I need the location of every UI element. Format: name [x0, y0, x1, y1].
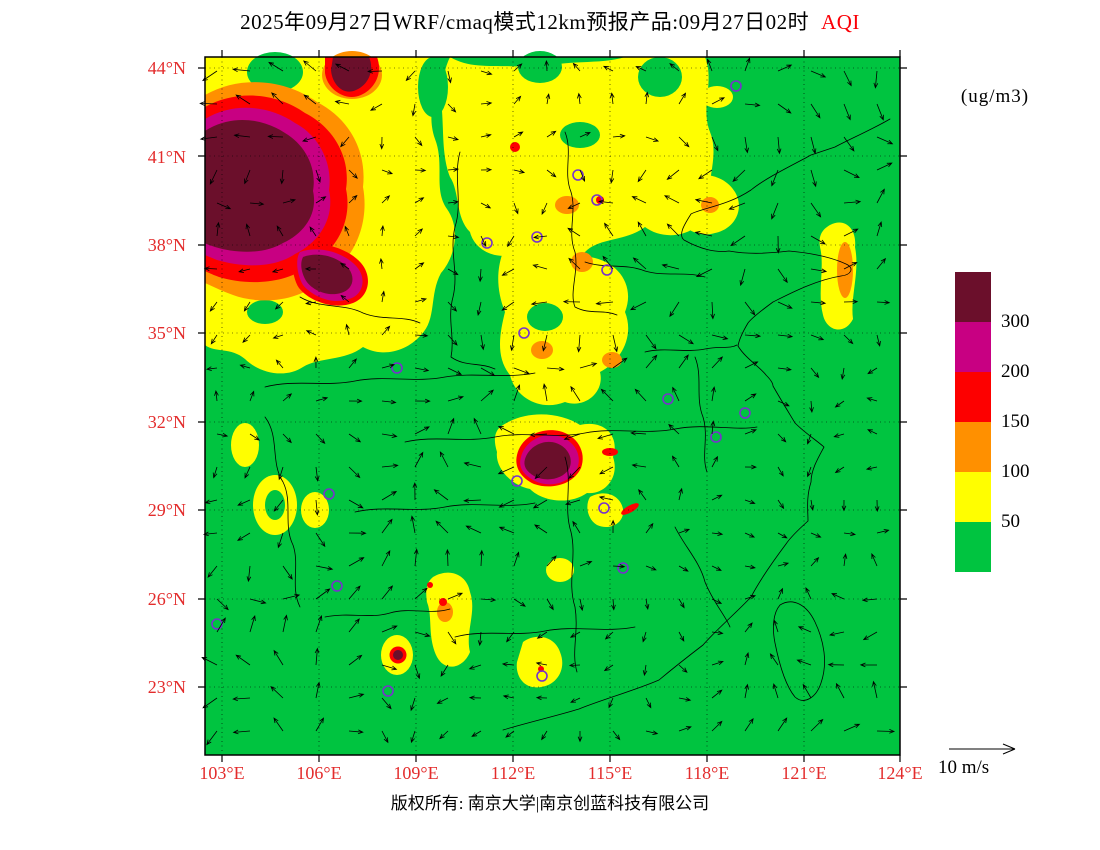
coastline	[502, 118, 891, 731]
map-canvas	[198, 50, 907, 762]
taiwan-outline	[773, 601, 825, 701]
colorbar-tick-label: 200	[1001, 361, 1030, 382]
plot-title: 2025年09月27日WRF/cmaq模式12km预报产品:09月27日02时 A…	[0, 6, 1100, 36]
colorbar-tick-label: 300	[1001, 311, 1030, 332]
wind-reference-arrow	[949, 743, 1016, 755]
province-borders	[264, 118, 891, 731]
lon-tick-label: 115°E	[587, 763, 633, 783]
lon-tick-label: 121°E	[781, 763, 827, 783]
colorbar-cell-150-200	[955, 372, 991, 422]
lon-tick-label: 109°E	[393, 763, 439, 783]
city-markers	[211, 80, 751, 697]
plot-title-variable: AQI	[821, 10, 860, 34]
lon-tick-label: 103°E	[199, 763, 245, 783]
lon-tick-label: 124°E	[877, 763, 923, 783]
aqi-fill-layer	[205, 51, 900, 755]
lat-tick-label: 38°N	[147, 235, 186, 255]
colorbar-tick-label: 50	[1001, 511, 1020, 532]
aqi-green-notches	[247, 51, 682, 520]
interior-borders	[264, 131, 758, 673]
axis-ticks	[198, 50, 907, 762]
lat-tick-label: 44°N	[147, 58, 186, 78]
plot-frame	[204, 56, 901, 756]
copyright-text: 版权所有: 南京大学|南京创蓝科技有限公司	[390, 794, 710, 813]
colorbar-cell-200-300	[955, 322, 991, 372]
wind-vectors-layer	[199, 57, 896, 746]
units-label: (ug/m3)	[960, 86, 1030, 107]
lat-tick-label: 32°N	[147, 412, 186, 432]
lon-tick-label: 112°E	[490, 763, 536, 783]
colorbar-cell-gt300	[955, 272, 991, 322]
colorbar	[955, 272, 991, 572]
lat-tick-label: 26°N	[147, 589, 186, 609]
lon-tick-label: 106°E	[296, 763, 342, 783]
colorbar-cell-100-150	[955, 422, 991, 472]
lat-tick-label: 29°N	[147, 500, 186, 520]
lat-tick-label: 41°N	[147, 147, 186, 167]
plot-title-text: 2025年09月27日WRF/cmaq模式12km预报产品:09月27日02时	[240, 10, 810, 34]
lon-tick-label: 118°E	[684, 763, 730, 783]
colorbar-cell-50-100	[955, 472, 991, 522]
colorbar-tick-label: 150	[1001, 411, 1030, 432]
latlon-gridlines	[205, 57, 901, 755]
lat-tick-label: 23°N	[147, 677, 186, 697]
lat-tick-label: 35°N	[147, 323, 186, 343]
aqi-maroon-regions	[205, 57, 571, 660]
colorbar-cell-lt50	[955, 522, 991, 572]
colorbar-tick-label: 100	[1001, 461, 1030, 482]
wind-scale-label: 10 m/s	[938, 757, 990, 778]
